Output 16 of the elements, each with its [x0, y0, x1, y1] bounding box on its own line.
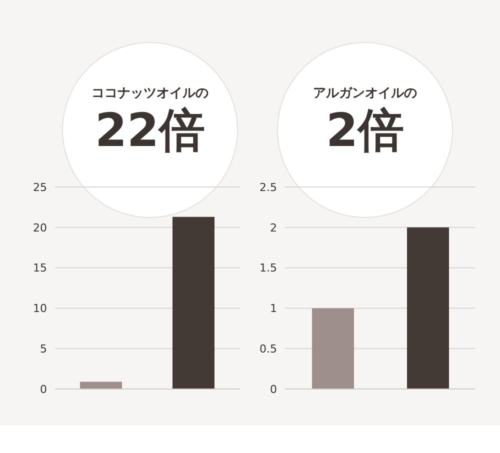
chart-title: ココナッツオイルの [90, 85, 210, 102]
y-tick-label: 25 [33, 180, 47, 194]
y-tick-label: 0 [40, 382, 47, 396]
y-tick-label: 1.5 [260, 262, 277, 275]
y-tick-label: 0 [270, 382, 277, 396]
y-tick-label: 1 [270, 302, 277, 316]
chart-subtitle: 22倍 [94, 102, 206, 158]
y-tick-label: 2.5 [260, 180, 277, 194]
y-tick-label: 0.5 [260, 342, 277, 356]
y-tick-label: 5 [40, 342, 47, 356]
chart-subtitle: 2倍 [324, 102, 405, 158]
y-tick-label: 2 [270, 221, 277, 234]
chart-title: アルガンオイルの [312, 85, 418, 102]
y-tick-label: 20 [33, 221, 47, 234]
y-tick-label: 10 [33, 302, 47, 316]
y-tick-label: 15 [33, 262, 47, 275]
